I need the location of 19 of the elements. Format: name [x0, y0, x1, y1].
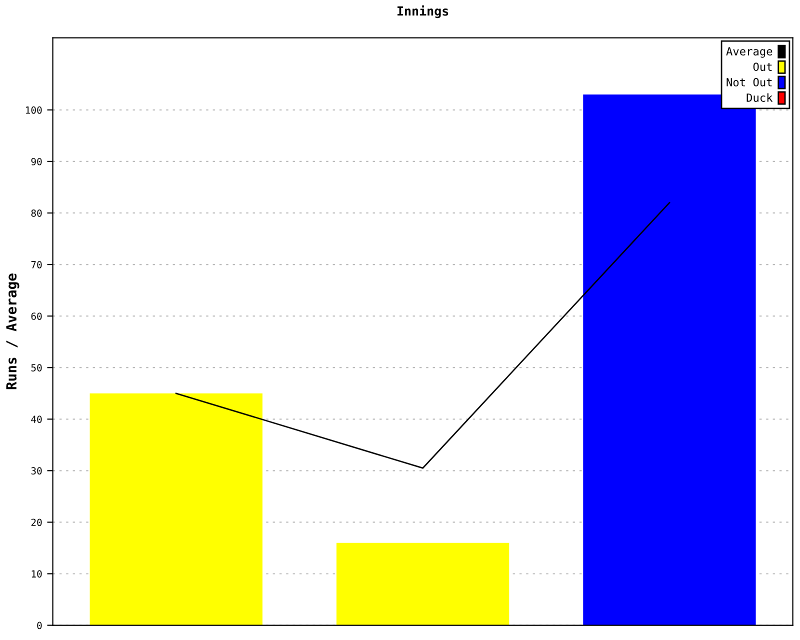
bar: [336, 542, 510, 626]
y-tick-label: 100: [26, 106, 42, 114]
legend-label: Not Out: [726, 78, 772, 86]
y-tick-label: 60: [31, 312, 42, 320]
y-tick-label: 20: [31, 518, 42, 526]
y-tick-label: 80: [31, 209, 42, 217]
y-axis-title: Runs / Average: [6, 274, 20, 390]
y-tick-label: 70: [31, 261, 42, 268]
bar: [90, 393, 262, 626]
legend-label: Out: [753, 62, 772, 71]
y-tick-label: 30: [31, 467, 42, 475]
y-tick-label: 40: [31, 416, 42, 423]
legend-label: Duck: [746, 93, 773, 102]
y-tick-label: 50: [31, 364, 42, 372]
y-tick-label: 90: [31, 158, 42, 166]
legend-label: Average: [726, 47, 772, 58]
chart-title: Innings: [398, 5, 448, 18]
y-tick-label: 0: [37, 622, 42, 630]
y-tick-label: 10: [32, 570, 42, 578]
